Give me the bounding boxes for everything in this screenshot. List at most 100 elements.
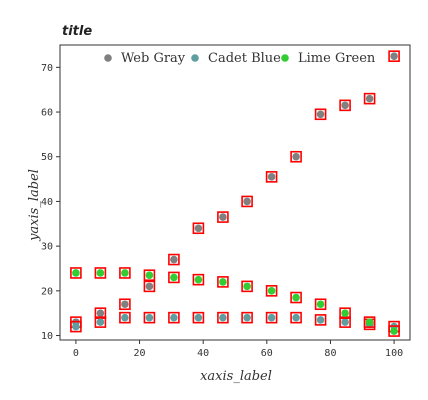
web-gray-point-border [168, 253, 180, 266]
cadet-blue-point [96, 318, 105, 326]
cadet-blue-point-border [94, 316, 107, 328]
web-gray-point [121, 300, 129, 309]
cadet-blue-point-border [265, 311, 278, 324]
web-gray-point-border [192, 222, 205, 235]
web-gray-point [390, 52, 398, 60]
x-tick-label: 20 [134, 348, 146, 359]
lime-green-point-border [70, 267, 82, 279]
lime-green-point [145, 271, 154, 279]
web-gray-point-border [388, 50, 400, 62]
y-axis-label: yaxis_label [27, 169, 42, 242]
lime-green-point-border [119, 267, 131, 279]
legend-label-lime-green: Lime Green [298, 51, 376, 66]
lime-green-point [341, 309, 349, 317]
axis-ticks: 0 20 40 60 80 100 10 20 30 40 50 60 70 [41, 63, 403, 359]
lime-green-point-border [265, 285, 278, 297]
x-tick-label: 60 [261, 348, 273, 359]
cadet-blue-point [292, 313, 300, 322]
web-gray-point-border [314, 108, 327, 121]
lime-green-point-border [143, 269, 156, 281]
cadet-blue-point-border [119, 311, 131, 324]
web-gray-point [170, 255, 178, 264]
legend-marker-web-gray [104, 54, 112, 62]
cadet-blue-point [194, 313, 203, 322]
legend-label-web-gray: Web Gray [121, 51, 186, 66]
web-gray-point-border [143, 280, 156, 293]
cadet-blue-point [316, 316, 325, 324]
web-gray-point-border [265, 171, 278, 183]
plot-area [59, 44, 411, 341]
web-gray-point [267, 173, 276, 181]
lime-green-point [243, 282, 251, 291]
lime-green-point-border [168, 271, 180, 284]
web-gray-point [194, 224, 203, 233]
lime-green-point [267, 287, 276, 295]
cadet-blue-point-border [314, 314, 327, 326]
cadet-blue-point-border [241, 311, 253, 324]
web-gray-point [316, 110, 325, 119]
data-points [70, 50, 400, 337]
web-gray-point [292, 152, 300, 161]
cadet-blue-point-border [217, 311, 229, 324]
web-gray-point [145, 282, 154, 291]
lime-green-point-border [314, 298, 327, 311]
web-gray-point [365, 94, 374, 103]
web-gray-point-border [94, 307, 107, 319]
lime-green-point-border [241, 280, 253, 293]
lime-green-point [170, 273, 178, 282]
x-axis-label: xaxis_label [200, 369, 272, 384]
cadet-blue-point-border [290, 311, 302, 324]
x-tick-label: 80 [324, 348, 336, 359]
legend-marker-cadet-blue [191, 54, 199, 62]
chart-title: title [62, 24, 92, 39]
cadet-blue-point [219, 313, 227, 322]
web-gray-point [96, 309, 105, 317]
lime-green-point [96, 269, 105, 277]
lime-green-point-border [363, 316, 376, 328]
cadet-blue-point [121, 313, 129, 322]
lime-green-point-border [94, 267, 107, 279]
lime-green-point [316, 300, 325, 309]
cadet-blue-point-border [143, 311, 156, 324]
web-gray-point-border [339, 99, 351, 112]
cadet-blue-point [72, 322, 80, 331]
legend-marker-lime-green [281, 54, 289, 62]
cadet-blue-point-border [168, 311, 180, 324]
web-gray-point [341, 101, 349, 110]
lime-green-point [390, 327, 398, 335]
lime-green-point [72, 269, 80, 277]
lime-green-point-border [290, 291, 302, 304]
y-tick-label: 60 [41, 108, 53, 119]
web-gray-point-border [290, 150, 302, 163]
web-gray-point-border [363, 92, 376, 105]
web-gray-point [219, 213, 227, 221]
lime-green-point [292, 293, 300, 302]
cadet-blue-point [341, 318, 349, 326]
x-tick-label: 100 [385, 348, 403, 359]
cadet-blue-point-border [339, 316, 351, 328]
legend-label-cadet-blue: Cadet Blue [208, 51, 281, 66]
web-gray-point-border [241, 195, 253, 208]
lime-green-point [194, 275, 203, 284]
lime-green-point-border [388, 325, 400, 337]
y-tick-label: 40 [41, 197, 53, 208]
lime-green-point [121, 269, 129, 277]
y-tick-label: 50 [41, 152, 53, 163]
x-tick-label: 0 [73, 348, 79, 359]
cadet-blue-point [170, 313, 178, 322]
lime-green-point-border [339, 307, 351, 319]
y-tick-label: 30 [41, 242, 53, 253]
x-tick-label: 40 [197, 348, 209, 359]
web-gray-point [243, 197, 251, 206]
y-tick-label: 70 [41, 63, 53, 74]
y-tick-label: 20 [41, 286, 53, 297]
cadet-blue-point [243, 313, 251, 322]
cadet-blue-point-border [192, 311, 205, 324]
lime-green-point-border [192, 273, 205, 286]
legend: Web Gray Cadet Blue Lime Green [104, 51, 376, 66]
web-gray-point-border [119, 298, 131, 311]
lime-green-point [219, 278, 227, 286]
y-tick-label: 10 [41, 331, 53, 342]
cadet-blue-point-border [70, 320, 82, 333]
